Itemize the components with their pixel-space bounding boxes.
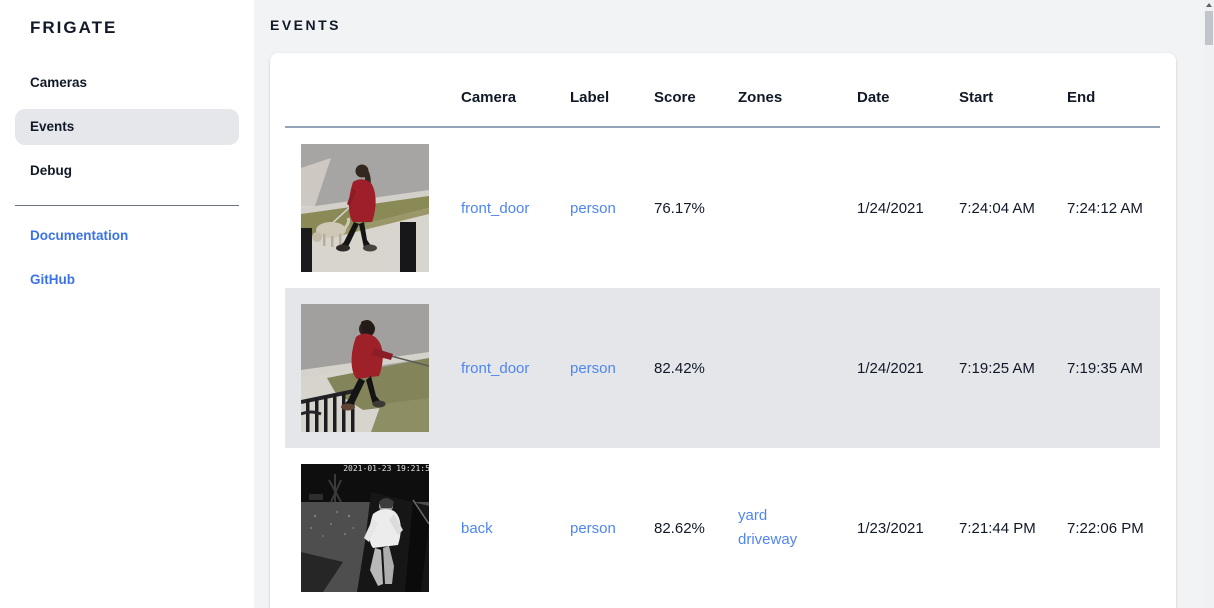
event-score: 76.17% xyxy=(654,199,705,217)
event-zone-link-driveway[interactable]: driveway xyxy=(738,531,798,548)
table-header-row: Camera Label Score Zones Date Start End xyxy=(285,53,1160,128)
event-row[interactable]: front_door person 76.17% 1/24/2021 7:24:… xyxy=(285,127,1160,288)
event-date: 1/23/2021 xyxy=(857,519,924,537)
sidebar: FRIGATE Cameras Events Debug Documentati… xyxy=(0,0,254,608)
event-zone-link-yard[interactable]: yard xyxy=(738,507,768,524)
events-table: Camera Label Score Zones Date Start End xyxy=(285,53,1160,608)
sidebar-item-debug[interactable]: Debug xyxy=(30,163,72,178)
event-score: 82.42% xyxy=(654,359,705,377)
sidebar-divider xyxy=(15,205,239,206)
sidebar-link-github[interactable]: GitHub xyxy=(30,272,75,287)
event-end-time: 7:19:35 AM xyxy=(1067,359,1143,377)
event-end-time: 7:22:06 PM xyxy=(1067,519,1144,537)
event-camera-link[interactable]: back xyxy=(461,519,493,537)
page-title: EVENTS xyxy=(270,17,342,33)
event-thumbnail[interactable]: 2021-01-23 19:21:52 xyxy=(301,464,429,592)
event-thumbnail[interactable] xyxy=(301,144,429,272)
event-date: 1/24/2021 xyxy=(857,359,924,377)
event-camera-link[interactable]: front_door xyxy=(461,359,530,377)
column-header-start: Start xyxy=(959,53,1067,128)
event-camera-link[interactable]: front_door xyxy=(461,199,530,217)
event-label-link[interactable]: person xyxy=(570,199,616,217)
column-header-label: Label xyxy=(570,53,654,128)
column-header-camera: Camera xyxy=(461,53,570,128)
vertical-scrollbar[interactable] xyxy=(1204,0,1214,608)
event-start-time: 7:24:04 AM xyxy=(959,199,1035,217)
event-date: 1/24/2021 xyxy=(857,199,924,217)
column-header-end: End xyxy=(1067,53,1160,128)
event-thumbnail[interactable] xyxy=(301,304,429,432)
main-content: EVENTS Camera Label Score Zones Date Sta… xyxy=(254,0,1204,608)
column-header-thumbnail xyxy=(285,53,461,128)
event-row[interactable]: 2021-01-23 19:21:52 back person 82.62% y… xyxy=(285,448,1160,608)
column-header-zones: Zones xyxy=(738,53,857,128)
event-score: 82.62% xyxy=(654,519,705,537)
sidebar-item-cameras[interactable]: Cameras xyxy=(30,75,88,90)
event-label-link[interactable]: person xyxy=(570,519,616,537)
event-end-time: 7:24:12 AM xyxy=(1067,199,1143,217)
thumbnail-timestamp-overlay: 2021-01-23 19:21:52 xyxy=(343,464,429,473)
sidebar-link-documentation[interactable]: Documentation xyxy=(30,228,129,243)
event-row[interactable]: front_door person 82.42% 1/24/2021 7:19:… xyxy=(285,288,1160,448)
column-header-score: Score xyxy=(654,53,738,128)
events-card: Camera Label Score Zones Date Start End xyxy=(270,53,1176,608)
sidebar-item-events[interactable]: Events xyxy=(15,109,239,145)
event-start-time: 7:19:25 AM xyxy=(959,359,1035,377)
app-logo[interactable]: FRIGATE xyxy=(30,18,118,37)
event-start-time: 7:21:44 PM xyxy=(959,519,1036,537)
event-label-link[interactable]: person xyxy=(570,359,616,377)
scrollbar-up-arrow-icon[interactable] xyxy=(1206,3,1212,7)
event-zones: yard driveway xyxy=(738,504,851,552)
column-header-date: Date xyxy=(857,53,959,128)
scrollbar-thumb[interactable] xyxy=(1205,11,1213,45)
sidebar-nav: Cameras Events Debug xyxy=(15,65,239,189)
